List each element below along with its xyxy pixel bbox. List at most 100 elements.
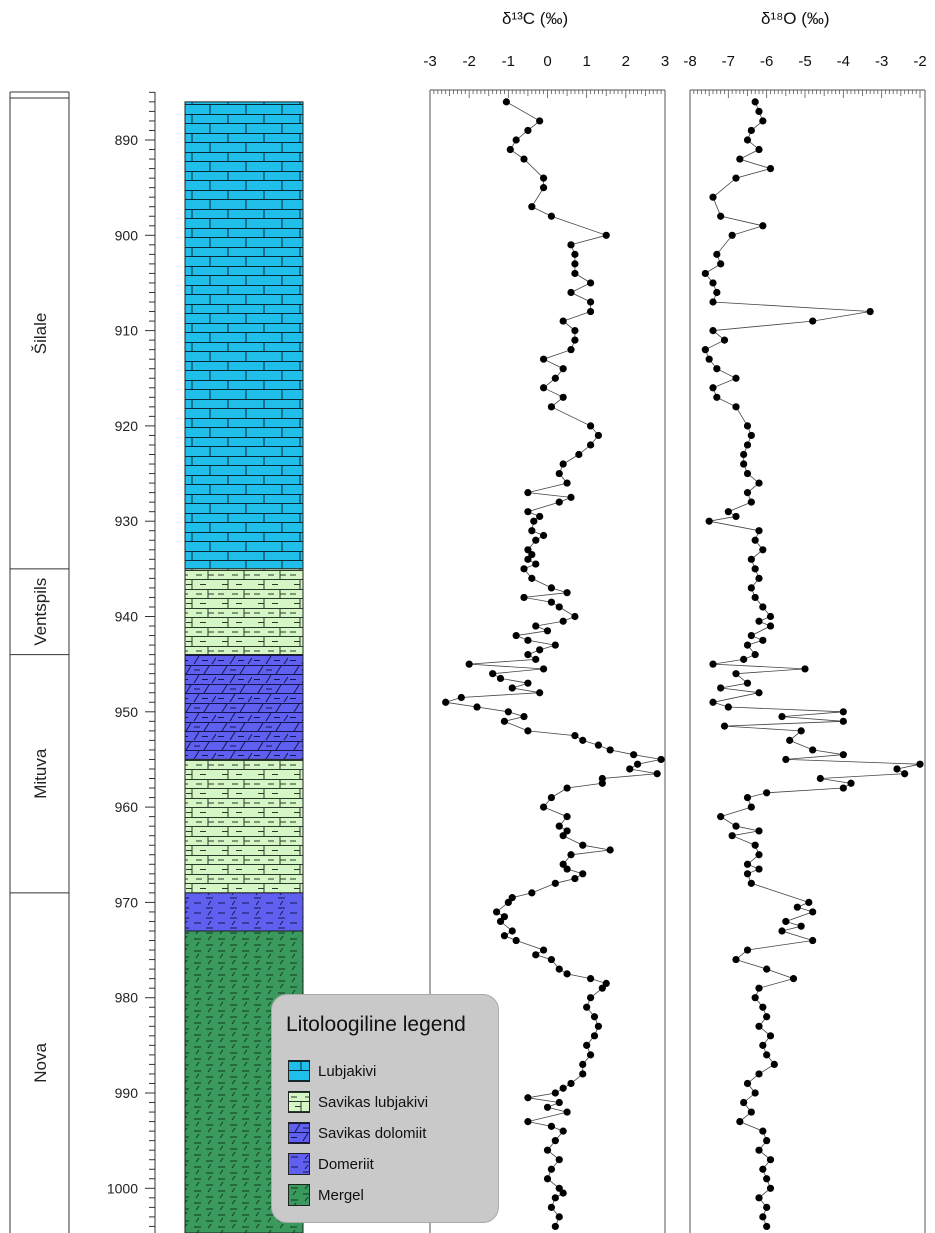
legend-swatch xyxy=(288,1184,310,1206)
data-point xyxy=(766,1184,775,1192)
data-point xyxy=(747,631,755,640)
data-point xyxy=(508,927,516,935)
data-point xyxy=(555,603,563,611)
formation-labels: Šilale Ventspils Mituva Nova xyxy=(10,313,69,1083)
data-point xyxy=(809,317,817,325)
legend-item-domeriit: Domeriit xyxy=(288,1151,374,1177)
data-point xyxy=(512,136,520,144)
data-point xyxy=(782,917,790,926)
data-point xyxy=(740,655,748,663)
data-point xyxy=(809,908,817,916)
data-point xyxy=(563,827,571,835)
data-point xyxy=(590,1032,599,1040)
data-point xyxy=(543,1175,552,1183)
data-point xyxy=(743,441,752,449)
data-point xyxy=(508,684,516,692)
data-point xyxy=(720,722,729,730)
data-point xyxy=(551,879,559,887)
depth-tick-label: 890 xyxy=(115,132,139,148)
data-point xyxy=(901,770,909,778)
data-point xyxy=(583,1041,591,1049)
formation-label: Mituva xyxy=(31,748,50,799)
data-point xyxy=(763,1137,771,1145)
data-point xyxy=(751,593,759,602)
data-point xyxy=(598,779,606,787)
data-point xyxy=(717,260,725,268)
data-point xyxy=(524,1094,532,1102)
depth-tick-label: 950 xyxy=(115,704,139,720)
data-point xyxy=(766,164,775,173)
data-point xyxy=(743,793,752,802)
data-point xyxy=(598,984,606,992)
data-point xyxy=(759,1165,767,1173)
data-point xyxy=(816,774,824,783)
data-point xyxy=(755,617,763,625)
data-point xyxy=(524,727,532,735)
data-point xyxy=(701,269,709,278)
data-point xyxy=(504,898,512,907)
data-point xyxy=(755,1022,763,1030)
data-point xyxy=(755,865,763,873)
x-tick-label: -6 xyxy=(760,53,773,70)
legend-label: Lubjakivi xyxy=(318,1062,377,1080)
data-point xyxy=(555,1156,563,1164)
data-point xyxy=(720,336,729,344)
data-point xyxy=(571,612,579,621)
data-point xyxy=(755,1070,763,1078)
data-point xyxy=(747,126,755,135)
data-point xyxy=(770,1060,778,1069)
data-point xyxy=(579,1060,587,1069)
data-point xyxy=(524,679,532,687)
data-point xyxy=(571,732,579,740)
data-point xyxy=(559,1084,567,1092)
legend-label: Mergel xyxy=(318,1186,364,1204)
x-tick-label: 1 xyxy=(582,53,590,70)
data-point xyxy=(579,841,587,849)
x-tick-label: -8 xyxy=(683,53,696,70)
data-point xyxy=(547,598,556,606)
legend-label: Domeriit xyxy=(318,1155,374,1173)
data-point xyxy=(755,689,763,697)
data-point xyxy=(555,965,563,973)
data-point xyxy=(567,493,575,501)
data-point xyxy=(709,698,717,706)
data-point xyxy=(539,803,548,811)
data-point xyxy=(747,431,755,440)
depth-tick-label: 990 xyxy=(115,1085,139,1101)
data-point xyxy=(755,527,763,535)
data-point xyxy=(551,374,559,382)
lithology-unit xyxy=(184,758,304,894)
data-point xyxy=(732,403,740,411)
data-point xyxy=(555,1184,563,1192)
data-point xyxy=(763,1175,771,1183)
legend-item-savikas-dolomiit: Savikas dolomiit xyxy=(288,1120,426,1146)
d13c-panel: -3 -2 -1 0 1 2 3 xyxy=(423,53,669,1233)
data-point xyxy=(751,565,759,573)
data-point xyxy=(496,674,505,683)
data-point xyxy=(709,327,717,335)
formation-label: Nova xyxy=(31,1043,50,1083)
data-point xyxy=(579,870,587,878)
data-point xyxy=(563,813,571,821)
data-point xyxy=(755,827,763,835)
d13c-axis-ticks: -3 -2 -1 0 1 2 3 xyxy=(423,53,669,98)
data-point xyxy=(496,917,505,926)
data-point xyxy=(809,746,817,754)
data-point xyxy=(763,965,771,973)
data-point xyxy=(713,393,721,401)
d18o-axis-ticks: -8 -7 -6 -5 -4 -3 -2 xyxy=(683,53,927,98)
data-point xyxy=(657,755,665,764)
data-point xyxy=(536,512,544,521)
data-point xyxy=(782,755,790,764)
data-point xyxy=(536,646,544,654)
data-point xyxy=(633,760,642,768)
data-point xyxy=(579,1070,587,1078)
data-point xyxy=(579,736,587,744)
data-point xyxy=(747,803,755,811)
depth-tick-label: 900 xyxy=(115,227,139,243)
data-point xyxy=(559,860,567,868)
data-point xyxy=(713,250,721,258)
data-point xyxy=(797,727,805,735)
data-point xyxy=(539,355,548,363)
data-point xyxy=(547,212,556,220)
